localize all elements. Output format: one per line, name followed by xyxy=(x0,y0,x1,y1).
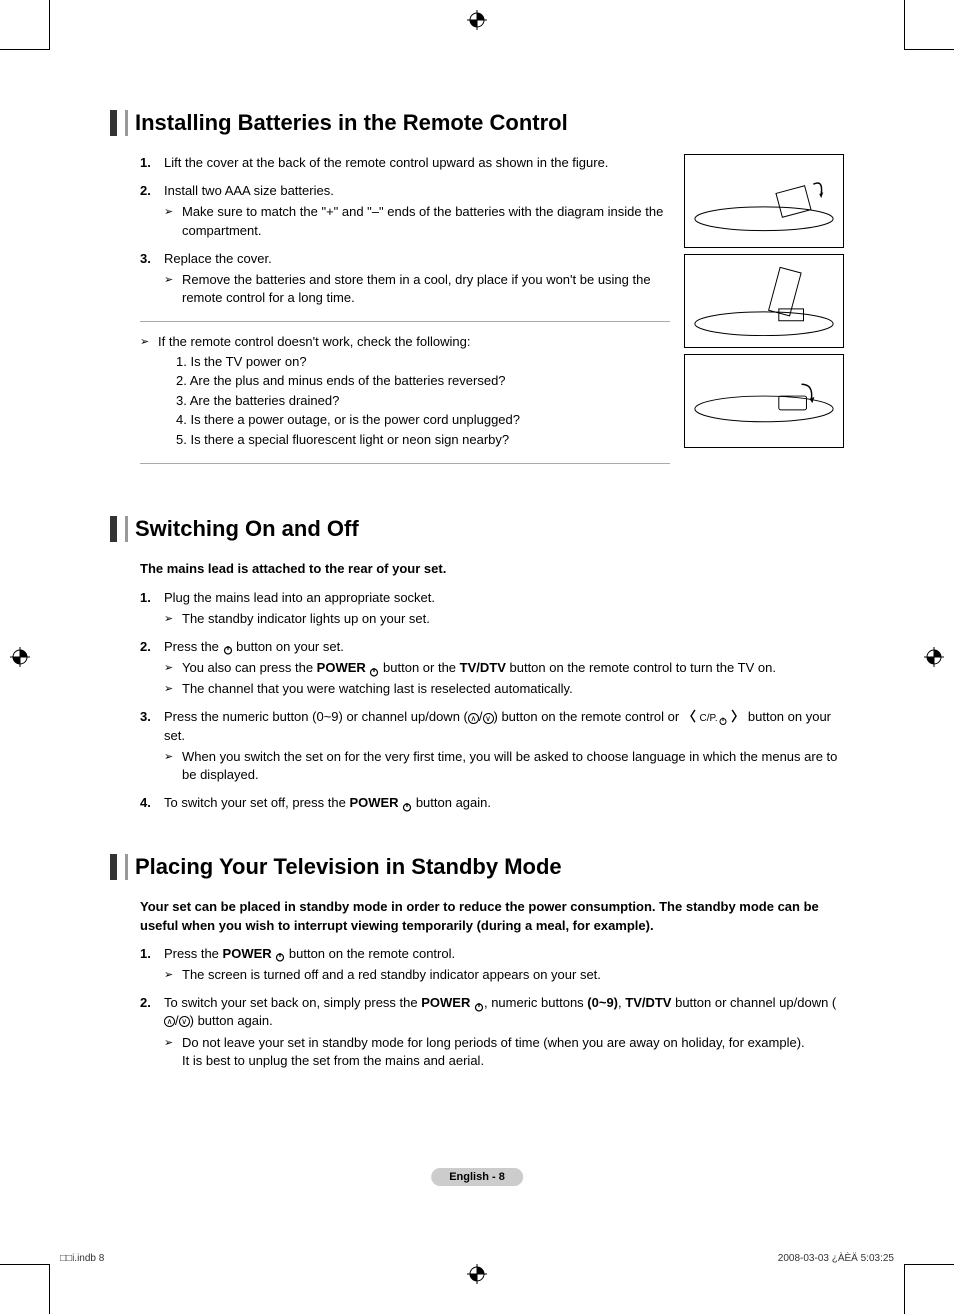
step-item: 1. Plug the mains lead into an appropria… xyxy=(140,589,844,628)
step-item: 1. Press the POWER button on the remote … xyxy=(140,945,844,984)
step-item: 1. Lift the cover at the back of the rem… xyxy=(140,154,670,172)
note-text: Remove the batteries and store them in a… xyxy=(182,271,670,307)
note-text: When you switch the set on for the very … xyxy=(182,748,844,784)
channel-down-icon: ∨ xyxy=(179,1016,190,1027)
check-item: 1. Is the TV power on? xyxy=(176,352,670,372)
footer-filename: □□i.indb 8 xyxy=(60,1253,104,1264)
note-arrow-icon: ➢ xyxy=(164,203,182,239)
step-text: Replace the cover. xyxy=(164,250,670,268)
step-number: 4. xyxy=(140,794,164,812)
step-item: 2. Press the button on your set. ➢ You a… xyxy=(140,638,844,699)
power-icon xyxy=(369,664,379,674)
note-arrow-icon: ➢ xyxy=(164,966,182,984)
channel-up-icon: ∧ xyxy=(164,1016,175,1027)
step-text: Press the numeric button (0~9) or channe… xyxy=(164,708,844,744)
step-text: To switch your set off, press the POWER … xyxy=(164,794,844,812)
section-intro: The mains lead is attached to the rear o… xyxy=(110,560,844,578)
step-item: 2. Install two AAA size batteries. ➢ Mak… xyxy=(140,182,670,240)
note-text: The channel that you were watching last … xyxy=(182,680,844,698)
step-number: 1. xyxy=(140,589,164,628)
crop-mark xyxy=(904,1264,954,1314)
section-intro: Your set can be placed in standby mode i… xyxy=(110,898,844,934)
section-title: Switching On and Off xyxy=(110,516,844,542)
section-switching: Switching On and Off The mains lead is a… xyxy=(110,516,844,812)
step-text: To switch your set back on, simply press… xyxy=(164,994,844,1030)
note-text: You also can press the POWER button or t… xyxy=(182,659,844,677)
illustration-cover-close xyxy=(684,354,844,448)
divider xyxy=(140,463,670,464)
step-item: 3. Replace the cover. ➢ Remove the batte… xyxy=(140,250,670,308)
note-arrow-icon: ➢ xyxy=(164,1034,182,1070)
step-number: 3. xyxy=(140,250,164,308)
power-icon xyxy=(718,713,728,723)
step-number: 2. xyxy=(140,182,164,240)
step-number: 2. xyxy=(140,994,164,1070)
page-number-label: English - 8 xyxy=(431,1168,523,1186)
step-number: 1. xyxy=(140,945,164,984)
section-title: Installing Batteries in the Remote Contr… xyxy=(110,110,844,136)
power-icon xyxy=(402,799,412,809)
step-item: 3. Press the numeric button (0~9) or cha… xyxy=(140,708,844,784)
step-text: Install two AAA size batteries. xyxy=(164,182,670,200)
power-icon xyxy=(275,949,285,959)
note-arrow-icon: ➢ xyxy=(140,332,158,352)
illustration-remote-lift xyxy=(684,154,844,248)
step-number: 3. xyxy=(140,708,164,784)
registration-mark-icon xyxy=(467,1264,487,1284)
note-arrow-icon: ➢ xyxy=(164,610,182,628)
note-arrow-icon: ➢ xyxy=(164,748,182,784)
check-intro: If the remote control doesn't work, chec… xyxy=(158,332,470,352)
crop-mark xyxy=(0,0,50,50)
note-arrow-icon: ➢ xyxy=(164,659,182,677)
registration-mark-icon xyxy=(924,647,944,667)
channel-up-icon: ∧ xyxy=(468,713,479,724)
section-standby: Placing Your Television in Standby Mode … xyxy=(110,854,844,1070)
check-item: 3. Are the batteries drained? xyxy=(176,391,670,411)
registration-mark-icon xyxy=(10,647,30,667)
note-text: The screen is turned off and a red stand… xyxy=(182,966,844,984)
check-item: 4. Is there a power outage, or is the po… xyxy=(176,410,670,430)
section-batteries: Installing Batteries in the Remote Contr… xyxy=(110,110,844,474)
note-text: Make sure to match the "+" and "–" ends … xyxy=(182,203,670,239)
step-text: Plug the mains lead into an appropriate … xyxy=(164,589,844,607)
cp-label: C/P. xyxy=(699,713,717,724)
note-arrow-icon: ➢ xyxy=(164,271,182,307)
footer-timestamp: 2008-03-03 ¿ÀÈÄ 5:03:25 xyxy=(778,1253,894,1264)
illustration-battery-insert xyxy=(684,254,844,348)
registration-mark-icon xyxy=(467,10,487,30)
step-text: Lift the cover at the back of the remote… xyxy=(164,154,670,172)
channel-down-icon: ∨ xyxy=(483,713,494,724)
crop-mark xyxy=(904,0,954,50)
step-number: 1. xyxy=(140,154,164,172)
step-number: 2. xyxy=(140,638,164,699)
check-item: 5. Is there a special fluorescent light … xyxy=(176,430,670,450)
note-arrow-icon: ➢ xyxy=(164,680,182,698)
power-icon xyxy=(223,642,233,652)
step-text: Press the button on your set. xyxy=(164,638,844,656)
step-text: Press the POWER button on the remote con… xyxy=(164,945,844,963)
crop-mark xyxy=(0,1264,50,1314)
note-text: The standby indicator lights up on your … xyxy=(182,610,844,628)
check-item: 2. Are the plus and minus ends of the ba… xyxy=(176,371,670,391)
note-text: Do not leave your set in standby mode fo… xyxy=(182,1034,844,1070)
divider xyxy=(140,321,670,322)
power-icon xyxy=(474,999,484,1009)
step-item: 4. To switch your set off, press the POW… xyxy=(140,794,844,812)
step-item: 2. To switch your set back on, simply pr… xyxy=(140,994,844,1070)
section-title: Placing Your Television in Standby Mode xyxy=(110,854,844,880)
